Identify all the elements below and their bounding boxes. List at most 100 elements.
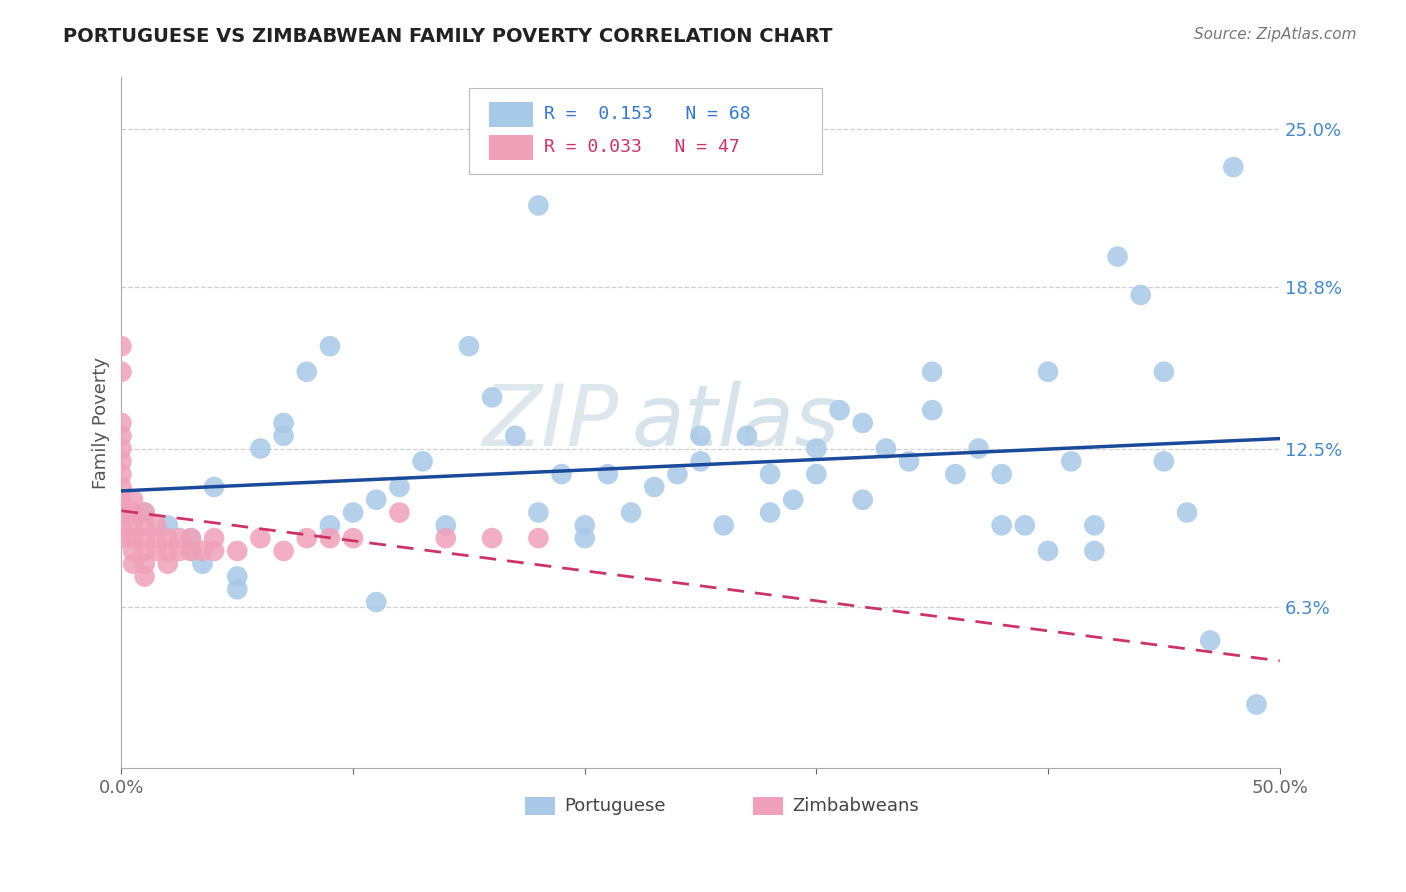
Point <box>689 429 711 443</box>
Point <box>943 467 966 482</box>
Point <box>122 506 145 520</box>
Point <box>481 390 503 404</box>
Point <box>366 492 388 507</box>
Point <box>574 518 596 533</box>
Text: atlas: atlas <box>631 382 839 465</box>
Point <box>134 518 156 533</box>
Point <box>110 442 132 456</box>
Point <box>110 416 132 430</box>
Point <box>110 365 132 379</box>
Text: R =  0.153   N = 68: R = 0.153 N = 68 <box>544 105 751 123</box>
Point <box>1153 365 1175 379</box>
Point <box>967 442 990 456</box>
Point <box>180 544 202 558</box>
Point <box>550 467 572 482</box>
Point <box>319 339 342 353</box>
Point <box>481 531 503 545</box>
Point <box>122 557 145 571</box>
Point <box>110 480 132 494</box>
Point <box>689 454 711 468</box>
Point <box>202 531 225 545</box>
Point <box>156 544 179 558</box>
Point <box>273 429 295 443</box>
Point <box>1175 506 1198 520</box>
Point <box>180 531 202 545</box>
Point <box>643 480 665 494</box>
Point <box>527 506 550 520</box>
Point <box>110 518 132 533</box>
Point <box>226 569 249 583</box>
Text: R = 0.033   N = 47: R = 0.033 N = 47 <box>544 138 740 156</box>
Point <box>273 544 295 558</box>
Point <box>249 442 271 456</box>
Point <box>1036 365 1059 379</box>
Point <box>110 531 132 545</box>
Point <box>134 506 156 520</box>
Point <box>273 416 295 430</box>
Point <box>342 531 364 545</box>
Point <box>1107 250 1129 264</box>
Point <box>527 531 550 545</box>
Point <box>319 531 342 545</box>
Point <box>145 544 167 558</box>
Y-axis label: Family Poverty: Family Poverty <box>93 357 110 489</box>
Point <box>852 492 875 507</box>
Point <box>990 467 1012 482</box>
Point <box>1246 698 1268 712</box>
Point <box>156 518 179 533</box>
Point <box>852 416 875 430</box>
Point <box>202 544 225 558</box>
Point <box>110 492 132 507</box>
Point <box>295 531 318 545</box>
Text: Portuguese: Portuguese <box>564 797 665 814</box>
Point <box>110 506 132 520</box>
Point <box>921 365 943 379</box>
Point <box>759 467 782 482</box>
FancyBboxPatch shape <box>470 87 823 174</box>
Point <box>110 429 132 443</box>
Point <box>134 531 156 545</box>
Point <box>1036 544 1059 558</box>
Point <box>1153 454 1175 468</box>
Point <box>1014 518 1036 533</box>
Point <box>169 531 191 545</box>
Point <box>620 506 643 520</box>
Point <box>1060 454 1083 468</box>
Point <box>503 429 526 443</box>
Point <box>666 467 689 482</box>
Point <box>388 506 411 520</box>
Point <box>180 531 202 545</box>
Point <box>434 518 457 533</box>
Point <box>713 518 735 533</box>
Point <box>388 480 411 494</box>
Point <box>319 518 342 533</box>
Point <box>122 531 145 545</box>
Point <box>134 557 156 571</box>
Point <box>828 403 851 417</box>
Point <box>806 467 828 482</box>
Point <box>202 480 225 494</box>
Point <box>458 339 481 353</box>
Point <box>180 544 202 558</box>
Text: ZIP: ZIP <box>484 382 620 465</box>
Point <box>782 492 804 507</box>
Point <box>921 403 943 417</box>
Point <box>226 544 249 558</box>
Point <box>122 544 145 558</box>
Point <box>145 518 167 533</box>
Point <box>122 531 145 545</box>
Point <box>145 531 167 545</box>
Point <box>434 531 457 545</box>
Point <box>295 365 318 379</box>
Point <box>875 442 897 456</box>
Point <box>122 518 145 533</box>
FancyBboxPatch shape <box>489 103 533 128</box>
Point <box>990 518 1012 533</box>
Point <box>134 544 156 558</box>
Point <box>806 442 828 456</box>
Point <box>134 506 156 520</box>
Text: PORTUGUESE VS ZIMBABWEAN FAMILY POVERTY CORRELATION CHART: PORTUGUESE VS ZIMBABWEAN FAMILY POVERTY … <box>63 27 832 45</box>
FancyBboxPatch shape <box>752 797 783 814</box>
Point <box>1222 160 1244 174</box>
Text: Zimbabweans: Zimbabweans <box>792 797 918 814</box>
